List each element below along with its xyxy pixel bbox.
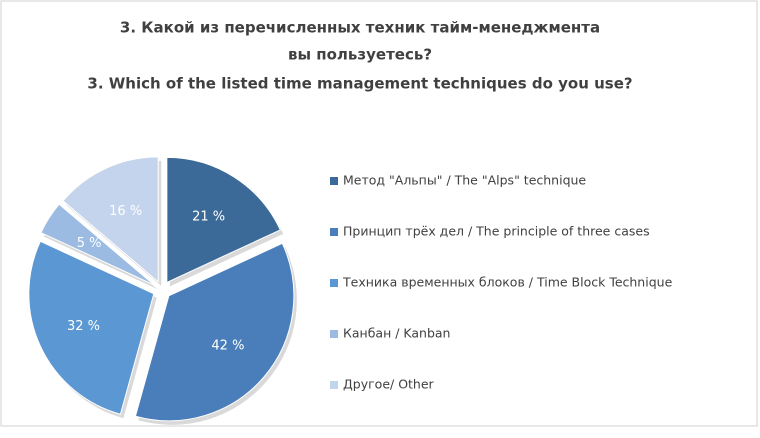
pie-slice [28,240,155,415]
legend-label: Другое/ Other [343,377,435,392]
chart-title: вы пользуетесь? [288,46,432,64]
data-label: 32 % [67,319,100,334]
pie-slice [134,242,295,422]
legend-label: Принцип трёх дел / The principle of thre… [343,224,650,239]
chart-title: 3. Which of the listed time management t… [87,75,632,93]
data-label: 21 % [192,210,225,225]
data-label: 42 % [211,338,244,353]
legend-swatch [330,228,338,236]
chart-title: 3. Какой из перечисленных техник тайм-ме… [120,19,600,37]
pie-slice [40,203,155,286]
legend-swatch [330,279,338,287]
legend-swatch [330,330,338,338]
legend-label: Канбан / Kanban [343,326,450,341]
data-label: 16 % [109,204,142,219]
data-label: 5 % [77,236,102,251]
legend-label: Техника временных блоков / Time Block Te… [342,275,673,290]
pie-slice [62,156,159,283]
legend-swatch [330,381,338,389]
legend-label: Метод "Альпы" / The "Alps" technique [343,173,586,188]
legend-swatch [330,177,338,185]
pie-slice [166,156,281,284]
